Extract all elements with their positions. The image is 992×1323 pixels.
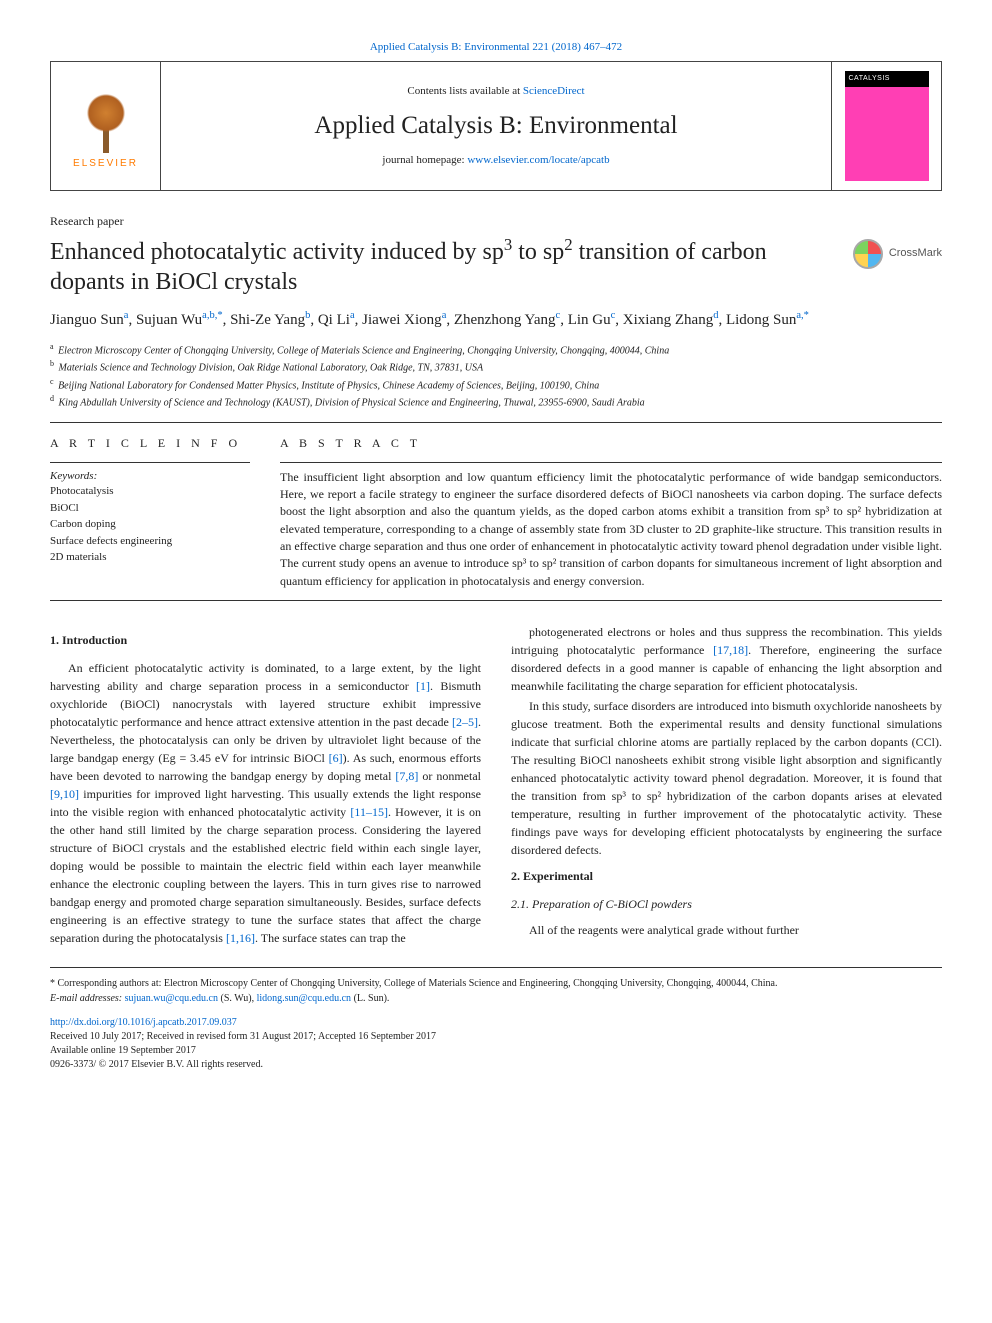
email-label: E-mail addresses: bbox=[50, 993, 125, 1004]
journal-cover-cell: CATALYSIS bbox=[831, 62, 941, 190]
article-title: Enhanced photocatalytic activity induced… bbox=[50, 235, 942, 297]
section-2-1-para-1: All of the reagents were analytical grad… bbox=[511, 921, 942, 939]
section-1-title: 1. Introduction bbox=[50, 631, 481, 649]
journal-header: ELSEVIER Contents lists available at Sci… bbox=[50, 61, 942, 191]
journal-header-center: Contents lists available at ScienceDirec… bbox=[161, 62, 831, 190]
cover-band: CATALYSIS bbox=[845, 71, 929, 87]
homepage-link[interactable]: www.elsevier.com/locate/apcatb bbox=[467, 154, 609, 166]
publisher-logo-cell: ELSEVIER bbox=[51, 62, 161, 190]
cover-band-text: CATALYSIS bbox=[849, 74, 890, 83]
article-info-heading: A R T I C L E I N F O bbox=[50, 435, 250, 451]
email-2-who: (L. Sun). bbox=[351, 993, 389, 1004]
info-rule bbox=[50, 462, 250, 463]
elsevier-wordmark: ELSEVIER bbox=[73, 157, 138, 171]
affiliation-item: c Beijing National Laboratory for Conden… bbox=[50, 376, 942, 393]
abs-rule bbox=[280, 462, 942, 463]
author-list: Jianguo Suna, Sujuan Wua,b,*, Shi-Ze Yan… bbox=[50, 309, 942, 331]
article-body: 1. Introduction An efficient photocataly… bbox=[50, 623, 942, 947]
affiliations: a Electron Microscopy Center of Chongqin… bbox=[50, 341, 942, 410]
article-info-column: A R T I C L E I N F O Keywords: Photocat… bbox=[50, 435, 250, 590]
sciencedirect-link[interactable]: ScienceDirect bbox=[523, 85, 585, 97]
affiliation-item: a Electron Microscopy Center of Chongqin… bbox=[50, 341, 942, 358]
email-1-who: (S. Wu), bbox=[218, 993, 257, 1004]
online-line: Available online 19 September 2017 bbox=[50, 1044, 942, 1058]
elsevier-logo: ELSEVIER bbox=[66, 81, 146, 171]
crossmark-label: CrossMark bbox=[889, 247, 942, 261]
section-1-para-2: photogenerated electrons or holes and th… bbox=[511, 623, 942, 695]
elsevier-tree-icon bbox=[76, 93, 136, 153]
corresponding-note: * Corresponding authors at: Electron Mic… bbox=[50, 976, 942, 991]
section-1-para-1: An efficient photocatalytic activity is … bbox=[50, 659, 481, 947]
rule-bottom bbox=[50, 600, 942, 601]
keywords-label: Keywords: bbox=[50, 469, 250, 484]
abstract-text: The insufficient light absorption and lo… bbox=[280, 469, 942, 591]
doi-link[interactable]: http://dx.doi.org/10.1016/j.apcatb.2017.… bbox=[50, 1016, 942, 1030]
crossmark-icon bbox=[853, 239, 883, 269]
title-sup-2: 2 bbox=[564, 235, 572, 254]
keyword-item: Carbon doping bbox=[50, 516, 250, 533]
title-sup-1: 3 bbox=[504, 235, 512, 254]
info-abstract-row: A R T I C L E I N F O Keywords: Photocat… bbox=[50, 435, 942, 590]
abstract-column: A B S T R A C T The insufficient light a… bbox=[280, 435, 942, 590]
footnotes: * Corresponding authors at: Electron Mic… bbox=[50, 967, 942, 1006]
section-2-1-title: 2.1. Preparation of C-BiOCl powders bbox=[511, 895, 942, 913]
title-part-2: to sp bbox=[512, 239, 564, 265]
abstract-heading: A B S T R A C T bbox=[280, 435, 942, 451]
affiliation-item: b Materials Science and Technology Divis… bbox=[50, 358, 942, 375]
homepage-prefix: journal homepage: bbox=[382, 154, 467, 166]
cover-body bbox=[845, 87, 929, 181]
contents-line: Contents lists available at ScienceDirec… bbox=[407, 84, 584, 99]
received-line: Received 10 July 2017; Received in revis… bbox=[50, 1030, 942, 1044]
section-1-para-3: In this study, surface disorders are int… bbox=[511, 697, 942, 859]
journal-cover-thumb: CATALYSIS bbox=[845, 71, 929, 181]
issn-line: 0926-3373/ © 2017 Elsevier B.V. All righ… bbox=[50, 1058, 942, 1072]
rule-top bbox=[50, 422, 942, 423]
keyword-item: BiOCl bbox=[50, 500, 250, 517]
paper-type: Research paper bbox=[50, 213, 942, 229]
running-head[interactable]: Applied Catalysis B: Environmental 221 (… bbox=[50, 40, 942, 55]
keyword-item: 2D materials bbox=[50, 549, 250, 566]
email-1[interactable]: sujuan.wu@cqu.edu.cn bbox=[125, 993, 218, 1004]
keyword-item: Photocatalysis bbox=[50, 483, 250, 500]
keyword-item: Surface defects engineering bbox=[50, 533, 250, 550]
section-2-title: 2. Experimental bbox=[511, 867, 942, 885]
keywords-list: PhotocatalysisBiOClCarbon dopingSurface … bbox=[50, 483, 250, 566]
crossmark-widget[interactable]: CrossMark bbox=[853, 239, 942, 269]
contents-prefix: Contents lists available at bbox=[407, 85, 522, 97]
title-part-1: Enhanced photocatalytic activity induced… bbox=[50, 239, 504, 265]
homepage-line: journal homepage: www.elsevier.com/locat… bbox=[382, 153, 609, 168]
email-line: E-mail addresses: sujuan.wu@cqu.edu.cn (… bbox=[50, 991, 942, 1006]
email-2[interactable]: lidong.sun@cqu.edu.cn bbox=[257, 993, 351, 1004]
footer-meta: http://dx.doi.org/10.1016/j.apcatb.2017.… bbox=[50, 1016, 942, 1072]
journal-name: Applied Catalysis B: Environmental bbox=[314, 109, 677, 143]
affiliation-item: d King Abdullah University of Science an… bbox=[50, 393, 942, 410]
